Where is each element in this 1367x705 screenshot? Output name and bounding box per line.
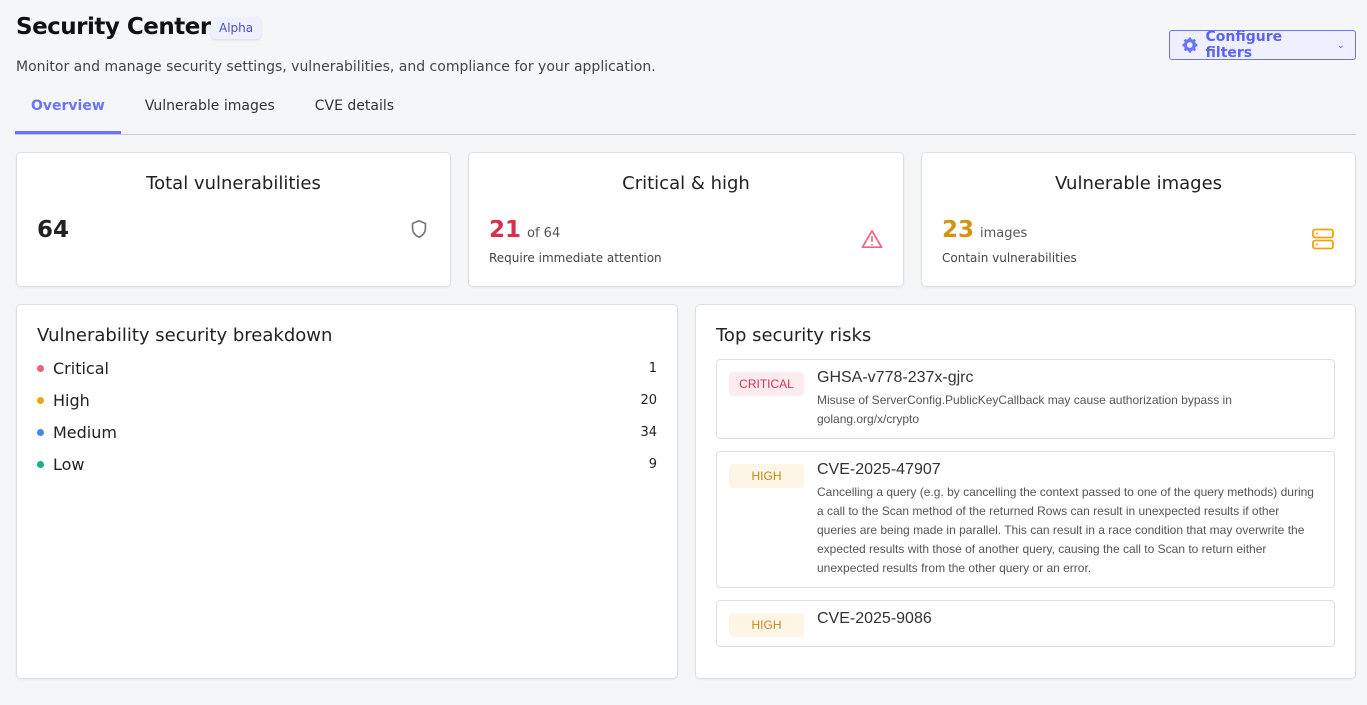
breakdown-row-high: High 20 [37,391,657,410]
low-dot [37,461,44,468]
risk-id: CVE-2025-9086 [817,610,932,627]
card-subtext: Contain vulnerabilities [942,251,1077,265]
critical-high-card: Critical & high 21 of 64 Require immediat… [468,152,904,287]
severity-count: 20 [640,393,657,408]
breakdown-card: Vulnerability security breakdown Critica… [16,304,678,679]
risk-item[interactable]: CRITICAL GHSA-v778-237x-gjrc Misuse of Ser… [716,359,1335,439]
risk-item[interactable]: HIGH CVE-2025-47907 Cancelling a query (e.… [716,451,1335,588]
breakdown-row-medium: Medium 34 [37,423,657,442]
severity-count: 34 [640,425,657,440]
breakdown-row-critical: Critical 1 [37,359,657,378]
vulnerable-images-card: Vulnerable images 23 images Contain vulne… [921,152,1356,287]
breakdown-row-low: Low 9 [37,455,657,474]
severity-label: Medium [53,423,117,442]
configure-filters-button[interactable]: Configure filters ⌄ [1169,29,1356,61]
critical-dot [37,365,44,372]
card-title: Total vulnerabilities [146,173,321,194]
risk-description: Misuse of ServerConfig.PublicKeyCallback… [817,393,1232,426]
chevron-down-icon: ⌄ [1336,39,1345,51]
medium-dot [37,429,44,436]
card-title: Critical & high [622,173,750,194]
top-risks-card: Top security risks CRITICAL GHSA-v778-237… [695,304,1356,679]
card-title: Vulnerable images [1054,173,1223,194]
shield-icon [411,219,427,239]
server-icon [1312,228,1334,250]
top-risks-title: Top security risks [716,325,872,346]
images-count: 23 [942,217,975,243]
configure-filters-label: Configure filters [1205,29,1283,61]
severity-badge: HIGH [729,613,804,637]
risk-id: CVE-2025-47907 [817,461,941,478]
severity-count: 9 [648,457,657,472]
severity-badge: CRITICAL [729,372,804,396]
tab-bar: Overview Vulnerable images CVE details [15,88,1356,135]
tab-overview[interactable]: Overview [15,88,121,134]
of-total: of 64 [527,226,561,241]
risk-item[interactable]: HIGH CVE-2025-9086 [716,600,1335,647]
alpha-badge: Alpha [211,17,262,39]
tab-cve-details[interactable]: CVE details [314,98,395,114]
breakdown-title: Vulnerability security breakdown [37,325,333,346]
images-unit: images [980,226,1028,241]
page-title: Security Center [16,14,211,40]
high-dot [37,397,44,404]
total-count: 64 [37,217,70,243]
severity-label: Critical [53,359,109,378]
severity-count: 1 [648,361,657,376]
risk-description: Cancelling a query (e.g. by cancelling t… [817,485,1314,575]
severity-badge: HIGH [729,464,804,488]
card-subtext: Require immediate attention [489,251,662,265]
page-subtitle: Monitor and manage security settings, vu… [16,59,656,75]
risk-id: GHSA-v778-237x-gjrc [817,369,974,386]
severity-label: High [53,391,90,410]
warning-icon [861,230,883,248]
severity-label: Low [53,455,85,474]
tab-vulnerable-images[interactable]: Vulnerable images [144,98,275,114]
total-vulnerabilities-card: Total vulnerabilities 64 [16,152,451,287]
risks-list[interactable]: CRITICAL GHSA-v778-237x-gjrc Misuse of Ser… [716,359,1335,667]
gear-icon [1182,37,1198,53]
critical-high-count: 21 [489,217,522,243]
